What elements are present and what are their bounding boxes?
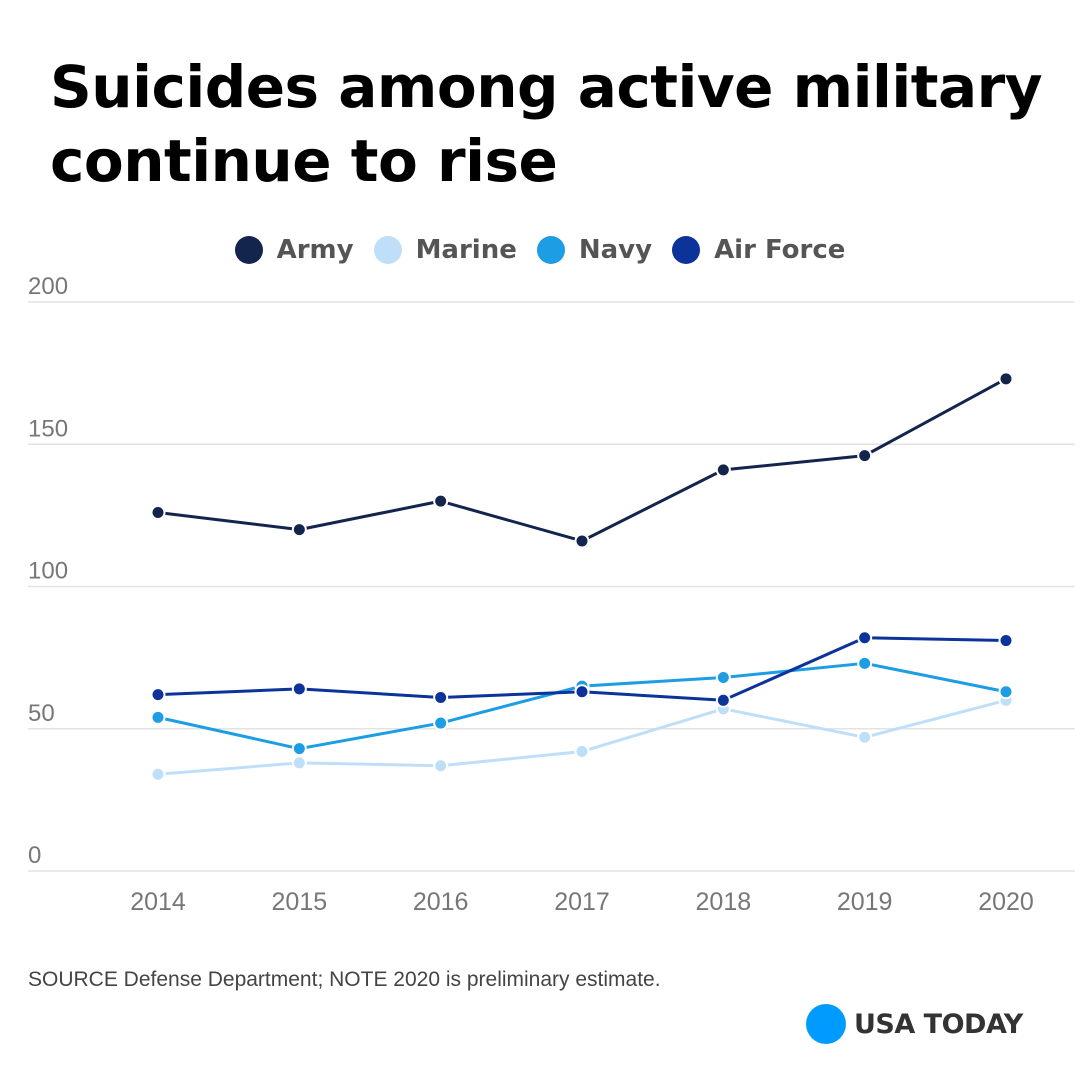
data-point[interactable] bbox=[433, 689, 449, 705]
series-line bbox=[157, 377, 1007, 543]
data-point[interactable] bbox=[433, 758, 449, 774]
legend-label: Marine bbox=[415, 235, 517, 265]
brand-name: USA TODAY bbox=[854, 1008, 1023, 1040]
data-point[interactable] bbox=[574, 684, 590, 700]
legend-dot-icon bbox=[234, 236, 263, 264]
legend-item[interactable]: Navy bbox=[536, 235, 653, 265]
legend-item[interactable]: Air Force bbox=[672, 235, 845, 265]
data-point[interactable] bbox=[574, 533, 590, 549]
line-chart: 0 50 100 150 200 2014 2015 2016 2017 2018 2019 2020 bbox=[28, 273, 1075, 916]
data-point[interactable] bbox=[998, 371, 1014, 387]
data-point[interactable] bbox=[857, 729, 873, 745]
y-tick-label: 150 bbox=[28, 415, 68, 442]
data-point[interactable] bbox=[291, 755, 307, 771]
legend-label: Air Force bbox=[714, 235, 846, 265]
x-tick-label: 2019 bbox=[837, 888, 893, 916]
legend-dot-icon bbox=[672, 236, 701, 264]
data-point[interactable] bbox=[291, 741, 307, 757]
data-point[interactable] bbox=[857, 448, 873, 464]
data-point[interactable] bbox=[715, 462, 731, 478]
data-point[interactable] bbox=[150, 709, 166, 725]
y-tick-label: 200 bbox=[28, 273, 68, 300]
data-point[interactable] bbox=[715, 670, 731, 686]
legend-dot-icon bbox=[536, 236, 565, 264]
data-point[interactable] bbox=[857, 630, 873, 646]
y-tick-label: 0 bbox=[28, 842, 41, 869]
data-point[interactable] bbox=[150, 687, 166, 703]
series-line bbox=[157, 698, 1007, 776]
x-tick-label: 2015 bbox=[272, 888, 328, 916]
x-tick-label: 2016 bbox=[413, 888, 469, 916]
x-tick-label: 2020 bbox=[978, 888, 1034, 916]
data-point[interactable] bbox=[998, 684, 1014, 700]
y-tick-label: 50 bbox=[28, 700, 55, 727]
chart-legend: Army Marine Navy Air Force bbox=[0, 228, 1080, 272]
legend-item[interactable]: Marine bbox=[373, 235, 517, 265]
legend-label: Army bbox=[276, 235, 354, 265]
brand-logo: USA TODAY bbox=[806, 1004, 1023, 1044]
data-point[interactable] bbox=[998, 633, 1014, 649]
legend-dot-icon bbox=[373, 236, 402, 264]
source-note: SOURCE Defense Department; NOTE 2020 is … bbox=[28, 968, 661, 991]
series-line bbox=[157, 661, 1007, 751]
data-point[interactable] bbox=[433, 493, 449, 509]
data-point[interactable] bbox=[150, 766, 166, 782]
brand-circle-icon bbox=[806, 1004, 846, 1044]
data-point[interactable] bbox=[150, 505, 166, 521]
data-point[interactable] bbox=[291, 522, 307, 538]
data-point[interactable] bbox=[574, 744, 590, 760]
data-point[interactable] bbox=[433, 715, 449, 731]
data-point[interactable] bbox=[857, 655, 873, 671]
y-tick-label: 100 bbox=[28, 558, 68, 585]
x-tick-label: 2018 bbox=[696, 888, 752, 916]
x-tick-label: 2014 bbox=[130, 888, 186, 916]
data-point[interactable] bbox=[291, 681, 307, 697]
legend-item[interactable]: Army bbox=[234, 235, 354, 265]
x-tick-label: 2017 bbox=[554, 888, 610, 916]
legend-label: Navy bbox=[578, 235, 653, 265]
chart-title: Suicides among active military continue … bbox=[50, 53, 1043, 195]
data-point[interactable] bbox=[715, 692, 731, 708]
